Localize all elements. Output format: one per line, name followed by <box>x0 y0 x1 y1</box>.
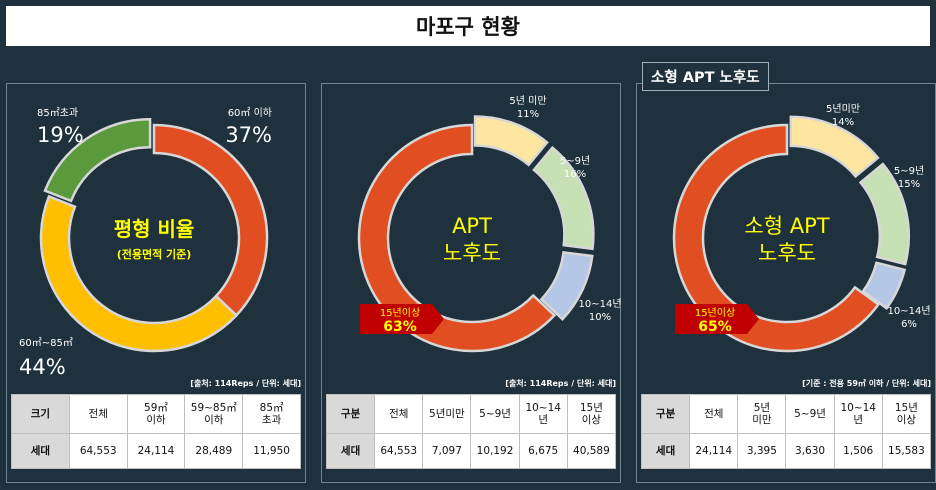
donut-slice <box>861 261 907 310</box>
table-header-cell: 15년 이상 <box>881 394 932 434</box>
center-title-2: 노후도 <box>758 241 816 265</box>
callout-pct: 65% <box>698 319 732 335</box>
table-header-cell: 59~85㎡ 이하 <box>184 394 244 434</box>
slice-label: 5~9년 <box>560 155 590 167</box>
table-header-cell: 전체 <box>68 394 128 434</box>
slice-label: 85㎡초과 <box>37 107 78 119</box>
table-cell: 28,489 <box>184 433 244 469</box>
table-cell: 세대 <box>640 433 691 469</box>
table-header-cell: 전체 <box>374 394 424 434</box>
source-note: [출처: 114Reps / 단위: 세대] <box>190 379 301 388</box>
table-cell: 24,114 <box>689 433 739 469</box>
donut-slice <box>539 250 594 321</box>
table-cell: 15,583 <box>881 433 932 469</box>
table-cell: 1,506 <box>833 433 883 469</box>
slice-pct: 37% <box>225 123 272 147</box>
slice-pct: 44% <box>19 355 66 379</box>
table-cell: 10,192 <box>470 433 520 469</box>
table-cell: 64,553 <box>68 433 128 469</box>
callout-label: 15년이상 <box>380 307 420 319</box>
table-header-cell: 59㎡ 이하 <box>126 394 186 434</box>
table-header-cell: 15년 이상 <box>566 394 617 434</box>
center-subtitle: (전용면적 기준) <box>117 247 192 261</box>
panel-small-apt-age: 소형 APT 노후도 5년미만 14% 5~9년 15% 10~14년 6% 15년이상 65% … <box>636 83 936 483</box>
slice-label: 60㎡~85㎡ <box>19 337 73 349</box>
slice-pct: 11% <box>517 109 539 120</box>
table-cell: 세대 <box>325 433 376 469</box>
panel-area-ratio: 평형 비율 (전용면적 기준) 60㎡ 이하 37% 60㎡~85㎡ 44% 85㎡초과 19… <box>6 83 306 483</box>
donut-slice <box>532 145 595 251</box>
slice-pct: 6% <box>901 319 917 330</box>
slice-label: 5~9년 <box>894 165 924 177</box>
donut-chart-area-ratio: 평형 비율 (전용면적 기준) 60㎡ 이하 37% 60㎡~85㎡ 44% 85㎡초과 19… <box>19 106 272 379</box>
donut-slice <box>858 162 910 266</box>
slice-pct: 19% <box>37 123 84 147</box>
table-header-cell: 10~14년 <box>518 394 568 434</box>
table-header-cell: 10~14년 <box>833 394 883 434</box>
callout-arrow <box>675 304 759 334</box>
slice-label: 60㎡ 이하 <box>228 106 272 119</box>
slice-pct: 16% <box>564 169 586 180</box>
donut-slice <box>473 115 549 167</box>
page-title: 마포구 현황 <box>6 6 930 46</box>
table-header-cell: 85㎡ 초과 <box>242 394 301 434</box>
center-title: 평형 비율 <box>114 217 195 241</box>
slice-label: 10~14년 <box>578 298 621 310</box>
donut-slice <box>39 194 239 353</box>
table-cell: 40,589 <box>566 433 617 469</box>
table-header-cell: 크기 <box>11 394 70 434</box>
table-header-cell: 5년미만 <box>422 394 472 434</box>
center-title: APT <box>452 214 492 238</box>
small-apt-badge: 소형 APT 노후도 <box>642 62 769 91</box>
slice-pct: 14% <box>832 117 854 128</box>
table-header-cell: 구분 <box>640 394 691 434</box>
slice-label: 5년미만 <box>826 103 860 115</box>
center-title: 소형 APT <box>744 214 829 238</box>
table-cell: 3,630 <box>785 433 835 469</box>
table-cell: 64,553 <box>374 433 424 469</box>
slice-label: 10~14년 <box>887 305 930 317</box>
table-header-cell: 전체 <box>689 394 739 434</box>
callout-label: 15년이상 <box>695 307 735 319</box>
donut-slice <box>789 115 880 179</box>
table-cell: 11,950 <box>242 433 301 469</box>
donut-slice <box>43 117 152 203</box>
center-title-2: 노후도 <box>443 241 501 265</box>
table-header-cell: 5~9년 <box>470 394 520 434</box>
table-cell: 7,097 <box>422 433 472 469</box>
table-cell: 24,114 <box>126 433 186 469</box>
slice-pct: 10% <box>589 312 611 323</box>
table-cell: 세대 <box>11 433 70 469</box>
panel-apt-age: APT 노후도 5년 미만 11% 5~9년 16% 10~14년 10% 15년이상 63% [… <box>321 83 622 483</box>
table-header-cell: 구분 <box>325 394 376 434</box>
table-header-cell: 5~9년 <box>785 394 835 434</box>
table-cell: 3,395 <box>737 433 787 469</box>
slice-label: 5년 미만 <box>509 95 546 107</box>
source-note: [기준 : 전용 59㎡ 이하 / 단위: 세대] <box>802 379 931 388</box>
callout-arrow <box>360 304 444 334</box>
source-note: [출처: 114Reps / 단위: 세대] <box>505 379 616 388</box>
slice-pct: 15% <box>898 179 920 190</box>
callout-pct: 63% <box>383 319 417 335</box>
table-cell: 6,675 <box>518 433 568 469</box>
